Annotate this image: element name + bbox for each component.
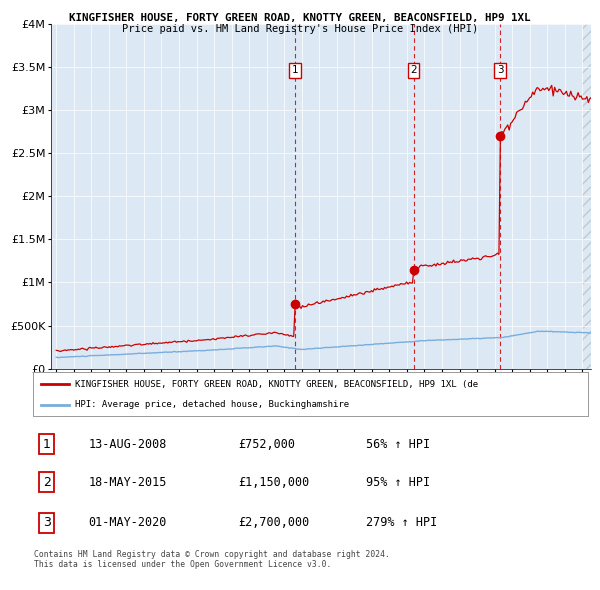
Text: £752,000: £752,000	[238, 438, 295, 451]
Text: 56% ↑ HPI: 56% ↑ HPI	[366, 438, 430, 451]
Text: 18-MAY-2015: 18-MAY-2015	[89, 476, 167, 489]
Text: 3: 3	[43, 516, 51, 529]
Bar	[582, 24, 600, 369]
Text: KINGFISHER HOUSE, FORTY GREEN ROAD, KNOTTY GREEN, BEACONSFIELD, HP9 1XL: KINGFISHER HOUSE, FORTY GREEN ROAD, KNOT…	[69, 13, 531, 23]
Text: HPI: Average price, detached house, Buckinghamshire: HPI: Average price, detached house, Buck…	[74, 401, 349, 409]
Text: 01-MAY-2020: 01-MAY-2020	[89, 516, 167, 529]
Text: £2,700,000: £2,700,000	[238, 516, 310, 529]
Text: £1,150,000: £1,150,000	[238, 476, 310, 489]
Text: Contains HM Land Registry data © Crown copyright and database right 2024.
This d: Contains HM Land Registry data © Crown c…	[34, 550, 390, 569]
Text: Price paid vs. HM Land Registry's House Price Index (HPI): Price paid vs. HM Land Registry's House …	[122, 24, 478, 34]
Text: KINGFISHER HOUSE, FORTY GREEN ROAD, KNOTTY GREEN, BEACONSFIELD, HP9 1XL (de: KINGFISHER HOUSE, FORTY GREEN ROAD, KNOT…	[74, 379, 478, 389]
Text: 13-AUG-2008: 13-AUG-2008	[89, 438, 167, 451]
Text: 1: 1	[292, 65, 298, 75]
Text: 1: 1	[43, 438, 51, 451]
Text: 2: 2	[410, 65, 417, 75]
Text: 3: 3	[497, 65, 503, 75]
Text: 2: 2	[43, 476, 51, 489]
Text: 279% ↑ HPI: 279% ↑ HPI	[366, 516, 437, 529]
Text: 95% ↑ HPI: 95% ↑ HPI	[366, 476, 430, 489]
